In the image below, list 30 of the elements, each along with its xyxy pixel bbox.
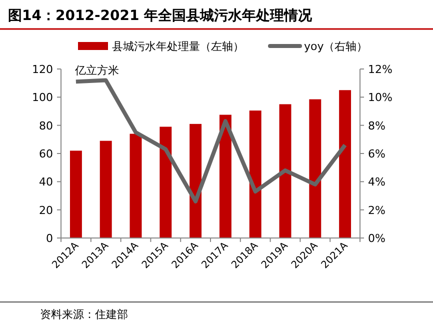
y-tick-label: 20 bbox=[39, 204, 53, 217]
text: 资料来源：住建部 bbox=[40, 308, 128, 321]
bar bbox=[309, 99, 322, 238]
y-axis-title: 亿立方米 bbox=[74, 64, 119, 77]
bar bbox=[70, 150, 82, 238]
bar bbox=[100, 140, 112, 238]
legend-label: 县城污水年处理量（左轴） bbox=[112, 40, 244, 53]
chart-title: 图14：2012-2021 年全国县城污水年处理情况 bbox=[8, 8, 314, 24]
bar bbox=[219, 114, 232, 238]
bar bbox=[190, 124, 202, 238]
y-tick-label: 0 bbox=[46, 232, 53, 245]
y-tick-label: 100 bbox=[32, 91, 53, 104]
y2-tick-label: 4% bbox=[368, 176, 386, 189]
y-tick-label: 80 bbox=[39, 119, 53, 132]
y-tick-label: 120 bbox=[32, 63, 53, 76]
y-tick-label: 60 bbox=[39, 148, 53, 160]
y2-tick-label: 12% bbox=[368, 63, 392, 76]
bar bbox=[279, 104, 292, 238]
line-series bbox=[74, 78, 348, 204]
legend-label: yoy（右轴） bbox=[304, 40, 368, 53]
bar bbox=[160, 126, 172, 238]
y-tick-label: 40 bbox=[39, 176, 53, 189]
y2-tick-label: 0% bbox=[368, 232, 386, 245]
y2-tick-label: 10% bbox=[368, 91, 392, 104]
bar bbox=[339, 90, 352, 238]
bar bbox=[130, 134, 142, 238]
bar bbox=[249, 110, 262, 238]
y2-tick-label: 2% bbox=[368, 204, 386, 217]
y2-tick-label: 6% bbox=[368, 148, 386, 160]
y2-tick-label: 8% bbox=[368, 119, 386, 132]
